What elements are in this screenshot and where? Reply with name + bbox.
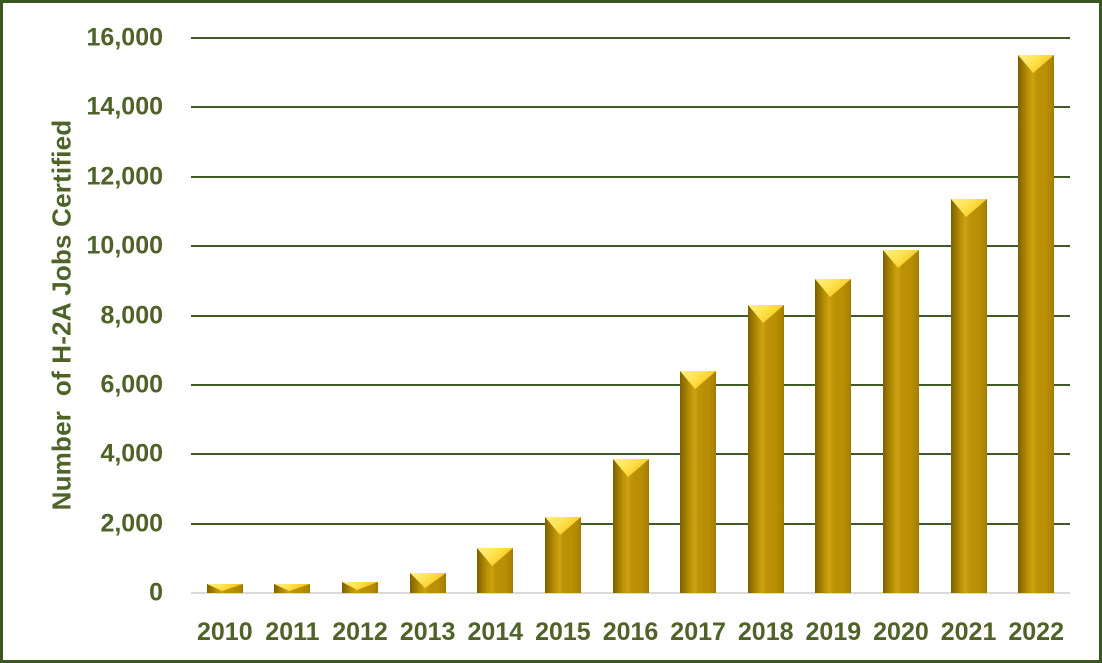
y-tick-label: 8,000 xyxy=(100,301,163,329)
x-tick-label: 2011 xyxy=(265,618,320,646)
bar-2020 xyxy=(883,250,919,593)
gridline xyxy=(191,245,1070,248)
bar-2013 xyxy=(410,573,446,593)
y-tick-label: 0 xyxy=(149,578,163,607)
gridline xyxy=(191,175,1070,178)
gridline xyxy=(191,314,1070,317)
x-tick-label: 2019 xyxy=(805,618,862,646)
bar-top-bevel xyxy=(613,459,649,477)
x-tick-label: 2014 xyxy=(467,618,524,646)
gridline xyxy=(191,106,1070,109)
bar-2012 xyxy=(342,582,378,593)
gridline xyxy=(191,383,1070,386)
bar-2016 xyxy=(613,459,649,593)
x-tick-label: 2020 xyxy=(873,618,929,646)
x-tick-label: 2016 xyxy=(602,618,659,646)
bar-2019 xyxy=(815,279,851,593)
bar-top-bevel xyxy=(274,584,310,591)
bar-2021 xyxy=(951,199,987,593)
bar-top-bevel xyxy=(545,517,581,535)
bar-top-bevel xyxy=(342,582,378,590)
bar-top-bevel xyxy=(207,584,243,591)
bar-top-bevel xyxy=(1018,55,1054,73)
bar-top-bevel xyxy=(815,279,851,297)
gridline xyxy=(191,453,1070,456)
x-tick-label: 2021 xyxy=(940,618,997,646)
y-tick-label: 16,000 xyxy=(86,23,163,52)
y-tick-label: 2,000 xyxy=(100,509,163,538)
bar-2022 xyxy=(1018,55,1054,593)
y-tick-label: 14,000 xyxy=(86,92,163,121)
x-tick-label: 2012 xyxy=(332,618,388,646)
plot-area xyxy=(191,37,1070,594)
x-axis-baseline xyxy=(191,592,1070,594)
bar-top-bevel xyxy=(951,199,987,217)
y-tick-label: 12,000 xyxy=(86,162,163,191)
y-tick-label: 10,000 xyxy=(86,231,163,260)
x-tick-label: 2017 xyxy=(670,618,726,646)
y-axis-title: Number of H-2A Jobs Certified xyxy=(46,119,77,511)
x-tick-label: 2015 xyxy=(535,618,591,646)
y-tick-label: 4,000 xyxy=(100,439,163,468)
bar-top-bevel xyxy=(883,250,919,268)
bar-2018 xyxy=(748,305,784,593)
bar-2015 xyxy=(545,517,581,593)
bar-top-bevel xyxy=(477,548,513,566)
bar-2017 xyxy=(680,371,716,593)
x-tick-label: 2010 xyxy=(196,618,253,646)
x-tick-label: 2018 xyxy=(737,618,794,646)
bar-2014 xyxy=(477,548,513,593)
gridline xyxy=(191,37,1070,39)
y-tick-label: 6,000 xyxy=(100,370,163,399)
bar-2011 xyxy=(274,584,310,593)
bar-top-bevel xyxy=(748,305,784,323)
bar-2010 xyxy=(207,584,243,593)
x-tick-label: 2013 xyxy=(399,618,456,646)
bar-top-bevel xyxy=(680,371,716,389)
bar-top-bevel xyxy=(410,573,446,588)
x-tick-label: 2022 xyxy=(1008,618,1064,646)
